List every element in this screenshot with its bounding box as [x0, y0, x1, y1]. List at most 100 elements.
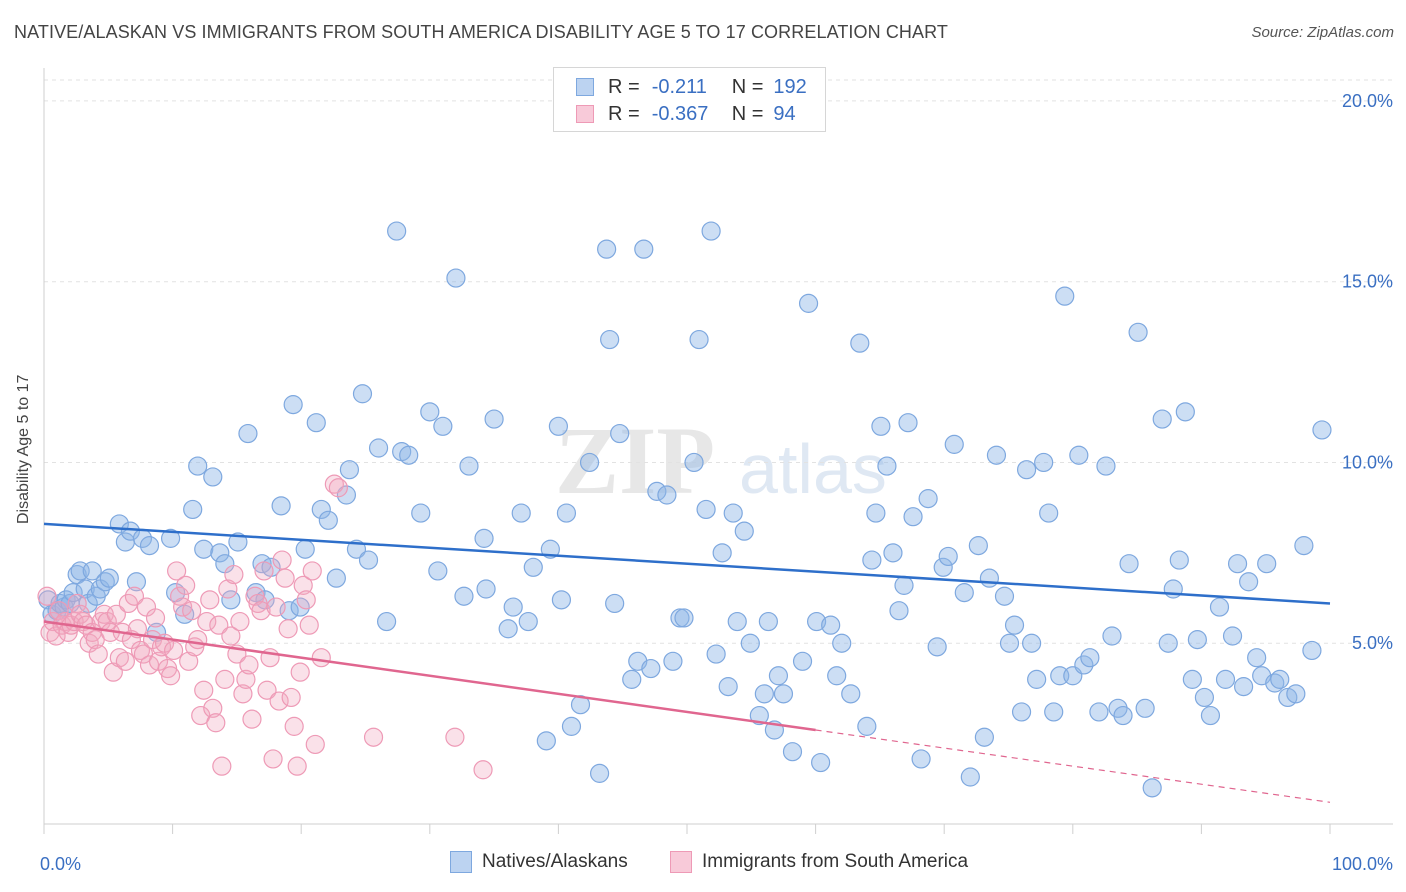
point-immigrants: [473, 760, 493, 780]
point-natives: [1011, 702, 1032, 722]
point-natives: [979, 568, 1000, 588]
point-natives: [446, 268, 466, 288]
point-natives: [484, 409, 504, 429]
point-natives: [674, 608, 694, 628]
point-immigrants: [106, 604, 126, 624]
watermark-zip: ZIP: [555, 407, 716, 514]
point-natives: [183, 499, 203, 520]
point-natives: [1050, 666, 1070, 686]
legend-swatch-immigrants: [670, 851, 692, 873]
point-natives: [889, 601, 909, 621]
point-natives: [877, 456, 897, 476]
point-immigrants: [212, 756, 232, 776]
point-immigrants: [170, 586, 190, 606]
point-natives: [894, 575, 914, 595]
point-natives: [203, 467, 223, 487]
point-immigrants: [239, 655, 259, 675]
point-natives: [918, 489, 938, 509]
point-natives: [754, 684, 774, 704]
point-immigrants: [164, 640, 184, 661]
point-immigrants: [275, 568, 295, 588]
point-immigrants: [311, 648, 331, 668]
point-immigrants: [209, 615, 229, 635]
point-natives: [740, 633, 760, 653]
point-natives: [326, 568, 346, 588]
point-natives: [999, 633, 1020, 653]
point-natives: [1257, 554, 1277, 574]
point-natives: [1069, 445, 1089, 465]
point-natives: [454, 586, 474, 606]
point-natives: [634, 239, 654, 259]
point-natives: [622, 669, 642, 689]
point-immigrants: [49, 601, 69, 621]
point-immigrants: [281, 687, 301, 708]
point-natives: [1142, 778, 1162, 798]
point-natives: [548, 416, 569, 436]
point-immigrants: [124, 586, 145, 606]
point-natives: [476, 579, 496, 599]
stats-legend: R = -0.211 N = 192 R = -0.367 N = 94: [553, 67, 826, 132]
point-immigrants: [299, 615, 319, 635]
point-natives: [318, 510, 338, 530]
point-natives: [1102, 626, 1122, 646]
point-natives: [974, 727, 994, 747]
point-immigrants: [293, 575, 313, 595]
point-natives: [1286, 684, 1306, 704]
point-immigrants: [176, 575, 196, 595]
point-immigrants: [363, 727, 384, 747]
point-natives: [67, 564, 87, 585]
point-natives: [1175, 402, 1195, 422]
point-natives: [866, 503, 886, 523]
point-immigrants: [257, 680, 277, 700]
point-natives: [433, 416, 453, 436]
point-natives: [938, 546, 958, 567]
point-natives: [411, 503, 431, 523]
point-natives: [712, 543, 732, 563]
point-natives: [1270, 669, 1290, 689]
point-natives: [641, 658, 661, 679]
point-natives: [126, 572, 147, 592]
point-natives: [358, 550, 379, 570]
point-immigrants: [269, 691, 289, 711]
point-natives: [1247, 648, 1267, 668]
point-natives: [459, 456, 479, 476]
point-natives: [758, 611, 778, 632]
point-natives: [1187, 630, 1207, 650]
point-immigrants: [109, 648, 129, 668]
point-natives: [160, 528, 181, 548]
point-natives: [871, 416, 891, 436]
stats-n-value: 94: [773, 102, 796, 125]
point-natives: [768, 666, 789, 686]
point-immigrants: [103, 662, 123, 682]
stats-row-immigrants: R = -0.367 N = 94: [576, 100, 796, 128]
point-natives: [399, 445, 419, 465]
point-natives: [551, 590, 572, 610]
point-natives: [474, 528, 494, 548]
point-natives: [1294, 536, 1314, 556]
stats-n-value: 192: [773, 75, 807, 98]
point-natives: [841, 684, 861, 704]
point-immigrants: [182, 601, 202, 621]
y-tick-label: 10.0%: [1342, 452, 1393, 472]
point-natives: [221, 590, 241, 610]
stats-n-label: N =: [731, 75, 764, 98]
point-natives: [1128, 322, 1148, 342]
point-natives: [1302, 640, 1322, 661]
point-natives: [306, 413, 326, 433]
stats-n-label: N =: [731, 102, 764, 125]
point-natives: [734, 521, 754, 541]
point-immigrants: [445, 727, 465, 747]
point-natives: [883, 543, 903, 563]
legend-label-natives: Natives/Alaskans: [482, 851, 628, 872]
point-natives: [523, 557, 543, 577]
point-natives: [1152, 409, 1172, 429]
point-immigrants: [130, 640, 151, 661]
point-immigrants: [197, 611, 217, 632]
stats-swatch-natives: [576, 78, 594, 96]
point-natives: [1215, 669, 1236, 689]
point-natives: [1119, 554, 1139, 574]
point-immigrants: [218, 579, 238, 599]
point-natives: [1182, 669, 1202, 689]
point-natives: [727, 611, 747, 632]
stats-r-value: -0.211: [651, 75, 707, 98]
